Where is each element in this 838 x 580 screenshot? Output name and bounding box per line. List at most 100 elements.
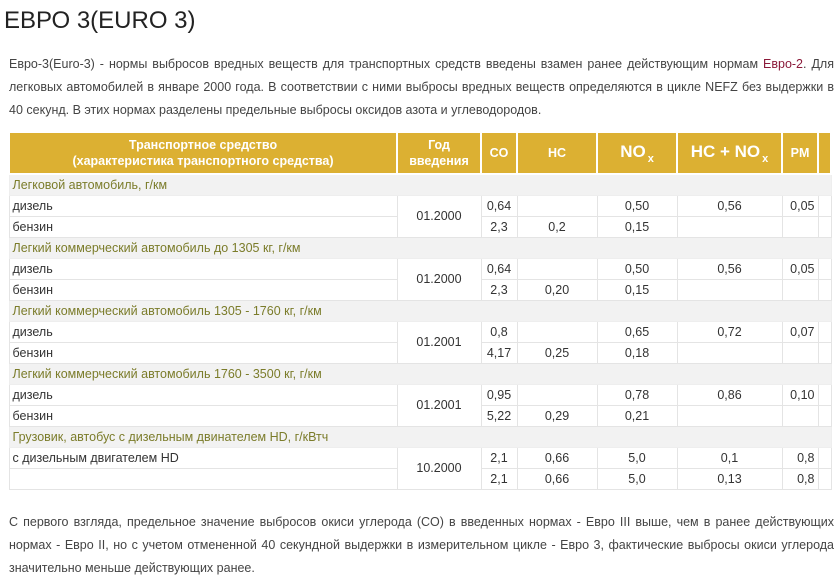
nox-value: 5,0 (596, 447, 678, 469)
hc-nox-value: 0,1 (676, 447, 783, 469)
euro-2-link[interactable]: Евро-2 (763, 57, 804, 71)
extra-cell (817, 195, 832, 217)
fuel-label: дизель (8, 195, 398, 217)
table-row: дизель 01.2000 0,64 0,50 0,56 0,05 (8, 258, 832, 301)
pm-value: 0,05 (781, 258, 819, 280)
table-row: бензин 5,22 0,29 0,21 (8, 405, 832, 427)
hc-nox-value (676, 405, 783, 427)
co-value: 0,64 (480, 258, 518, 280)
category-label: Легкий коммерческий автомобиль 1305 - 17… (8, 300, 832, 322)
page-title: ЕВРО 3(EURO 3) (4, 7, 196, 34)
header-pm: PM (781, 131, 819, 175)
fuel-label: дизель (8, 384, 398, 406)
year-cell: 10.2000 (396, 447, 482, 490)
hc-nox-value: 0,56 (676, 258, 783, 280)
category-row: Легкий коммерческий автомобиль 1760 - 35… (8, 363, 832, 385)
table-row: дизель 01.2001 0,8 0,65 0,72 0,07 (8, 321, 832, 364)
nox-value: 0,21 (596, 405, 678, 427)
table-row: 2,1 0,66 5,0 0,13 0,8 (8, 468, 832, 490)
hc-value: 0,2 (516, 216, 598, 238)
co-value: 0,8 (480, 321, 518, 343)
intro-paragraph: Евро-3(Euro-3) - нормы выбросов вредных … (9, 53, 834, 122)
pm-value: 0,10 (781, 384, 819, 406)
header-hc-nox: HC + NO x (676, 131, 783, 175)
nox-value: 5,0 (596, 468, 678, 490)
pm-value: 0,05 (781, 195, 819, 217)
hc-value: 0,25 (516, 342, 598, 364)
extra-cell (817, 384, 832, 406)
co-value: 2,1 (480, 447, 518, 469)
category-row: Легкий коммерческий автомобиль 1305 - 17… (8, 300, 832, 322)
nox-value: 0,18 (596, 342, 678, 364)
header-hc: HC (516, 131, 598, 175)
category-label: Легковой автомобиль, г/км (8, 173, 832, 196)
hc-value (516, 195, 598, 217)
nox-value: 0,65 (596, 321, 678, 343)
hc-nox-value: 0,56 (676, 195, 783, 217)
pm-value: 0,8 (781, 447, 819, 469)
pm-value (781, 279, 819, 301)
nox-value: 0,50 (596, 258, 678, 280)
intro-text-after: . Для легковых автомобилей в январе 2000… (9, 57, 834, 117)
co-value: 0,95 (480, 384, 518, 406)
pm-value (781, 216, 819, 238)
hc-nox-value (676, 279, 783, 301)
co-value: 0,64 (480, 195, 518, 217)
hc-nox-value (676, 216, 783, 238)
hc-value: 0,20 (516, 279, 598, 301)
fuel-label: бензин (8, 405, 398, 427)
co-value: 2,3 (480, 279, 518, 301)
nox-value: 0,50 (596, 195, 678, 217)
year-cell: 01.2001 (396, 384, 482, 427)
nox-value: 0,15 (596, 279, 678, 301)
hc-value: 0,66 (516, 468, 598, 490)
nox-value: 0,78 (596, 384, 678, 406)
extra-cell (817, 342, 832, 364)
category-label: Грузовик, автобус с дизельным двинателем… (8, 426, 832, 448)
pm-value (781, 342, 819, 364)
outro-paragraph: С первого взгляда, предельное значение в… (9, 515, 834, 575)
hc-value: 0,29 (516, 405, 598, 427)
extra-cell (817, 468, 832, 490)
header-vehicle: Транспортное средство (характеристика тра… (8, 131, 398, 175)
category-row: Легковой автомобиль, г/км (8, 173, 832, 196)
co-value: 2,1 (480, 468, 518, 490)
header-nox: NO x (596, 131, 678, 175)
table-header-row: Транспортное средство (характеристика тра… (8, 131, 832, 175)
fuel-label: бензин (8, 342, 398, 364)
fuel-label: бензин (8, 279, 398, 301)
fuel-label: дизель (8, 321, 398, 343)
fuel-label: с дизельным двигателем HD (8, 447, 398, 469)
pm-value (781, 405, 819, 427)
header-extra (817, 131, 832, 175)
co-value: 4,17 (480, 342, 518, 364)
pm-value: 0,07 (781, 321, 819, 343)
hc-nox-value: 0,72 (676, 321, 783, 343)
hc-nox-value (676, 342, 783, 364)
pm-value: 0,8 (781, 468, 819, 490)
table-row: с дизельным двигателем HD 10.2000 2,1 0,66 5… (8, 447, 832, 490)
hc-value (516, 258, 598, 280)
hc-value: 0,66 (516, 447, 598, 469)
hc-value (516, 384, 598, 406)
year-cell: 01.2000 (396, 195, 482, 238)
co-value: 5,22 (480, 405, 518, 427)
extra-cell (817, 321, 832, 343)
hc-value (516, 321, 598, 343)
year-cell: 01.2001 (396, 321, 482, 364)
emission-norms-table: Транспортное средство (характеристика тра… (8, 131, 832, 490)
extra-cell (817, 405, 832, 427)
intro-text-before: Евро-3(Euro-3) - нормы выбросов вредных … (9, 57, 764, 71)
category-label: Легкий коммерческий автомобиль 1760 - 35… (8, 363, 832, 385)
fuel-label: бензин (8, 216, 398, 238)
table-row: дизель 01.2001 0,95 0,78 0,86 0,10 (8, 384, 832, 427)
nox-value: 0,15 (596, 216, 678, 238)
co-value: 2,3 (480, 216, 518, 238)
extra-cell (817, 447, 832, 469)
hc-nox-value: 0,86 (676, 384, 783, 406)
header-year: Год введения (396, 131, 482, 175)
table-row: дизель 01.2000 0,64 0,50 0,56 0,05 (8, 195, 832, 238)
extra-cell (817, 279, 832, 301)
year-cell: 01.2000 (396, 258, 482, 301)
extra-cell (817, 258, 832, 280)
